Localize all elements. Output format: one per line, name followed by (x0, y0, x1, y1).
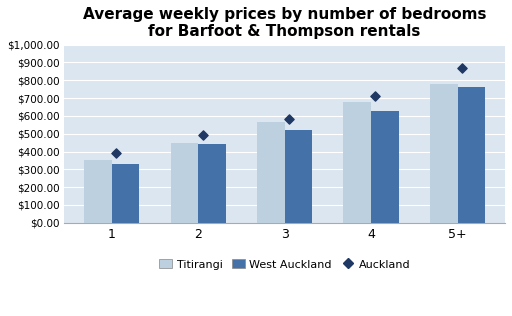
Bar (198, 144, 226, 223)
Auckland (458, 65, 466, 70)
Auckland (371, 94, 379, 99)
Bar (458, 88, 485, 223)
Bar (344, 102, 371, 223)
Title: Average weekly prices by number of bedrooms
for Barfoot & Thompson rentals: Average weekly prices by number of bedro… (83, 7, 486, 40)
Bar (257, 122, 285, 223)
Bar (430, 84, 458, 223)
Bar (371, 111, 399, 223)
Bar (84, 160, 112, 223)
Bar (285, 130, 312, 223)
Auckland (199, 132, 207, 137)
Auckland (285, 117, 293, 122)
Bar (112, 164, 139, 223)
Auckland (112, 151, 120, 156)
Bar (170, 143, 198, 223)
Legend: Titirangi, West Auckland, Auckland: Titirangi, West Auckland, Auckland (155, 255, 415, 274)
